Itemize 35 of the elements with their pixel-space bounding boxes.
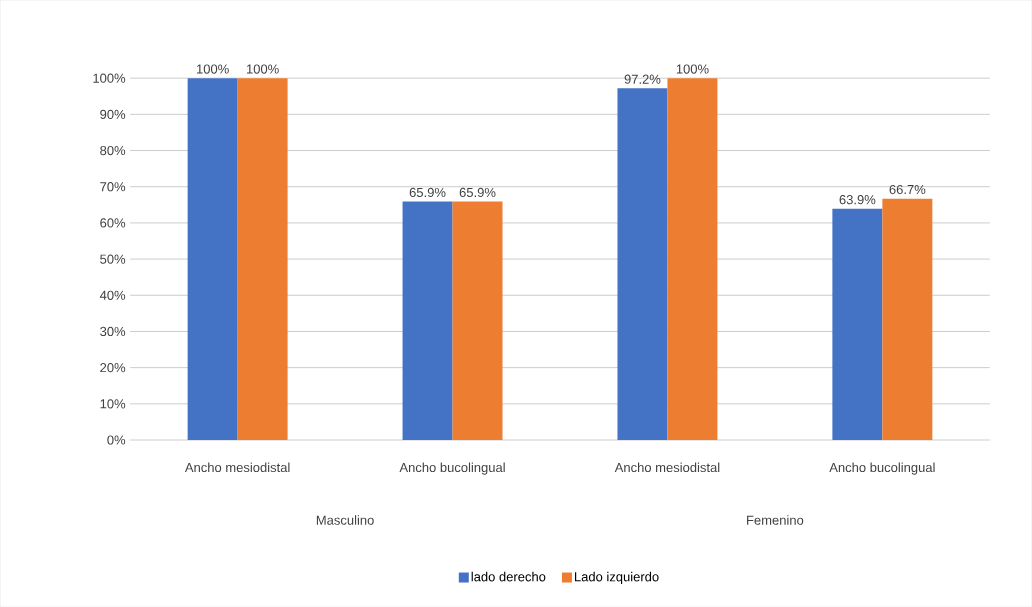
data-label: 65.9% — [459, 187, 496, 197]
y-tick-label: 80% — [100, 145, 126, 156]
bar — [237, 78, 288, 440]
y-tick-label: 100% — [93, 73, 126, 83]
y-tick-label: 60% — [100, 218, 126, 228]
bar — [667, 78, 718, 440]
y-tick-label: 50% — [100, 254, 126, 264]
bar — [617, 88, 668, 440]
y-tick-label: 30% — [100, 326, 126, 336]
x-tick-label: Ancho mesiodistal — [184, 462, 290, 473]
bar — [882, 198, 933, 440]
y-tick-label: 0% — [107, 435, 126, 445]
bar — [187, 78, 238, 440]
data-label: 100% — [676, 64, 709, 74]
x-tick-label: Ancho bucolingual — [829, 462, 935, 475]
data-label: 66.7% — [889, 184, 926, 195]
y-tick-label: 70% — [100, 182, 126, 192]
x-tick-label: Ancho bucolingual — [399, 462, 505, 475]
bar — [832, 208, 883, 440]
bar — [402, 201, 453, 440]
y-tick-label: 40% — [99, 290, 126, 300]
data-label: 97.2% — [624, 74, 661, 84]
y-tick-label: 20% — [100, 362, 126, 373]
text: Masculino — [316, 515, 374, 525]
bar — [452, 201, 503, 440]
y-tick-label: 10% — [100, 399, 126, 409]
y-tick-label: 90% — [100, 109, 126, 119]
legend-label: Lado izquierdo — [574, 571, 659, 584]
data-label: 65.9% — [409, 187, 446, 197]
data-label: 100% — [246, 64, 279, 74]
text: Femenino — [747, 515, 804, 525]
legend-label: lado derecho — [471, 571, 546, 582]
x-tick-label: Ancho mesiodistal — [614, 462, 720, 473]
data-label: 100% — [196, 64, 229, 74]
data-label: 63.9% — [839, 194, 876, 205]
